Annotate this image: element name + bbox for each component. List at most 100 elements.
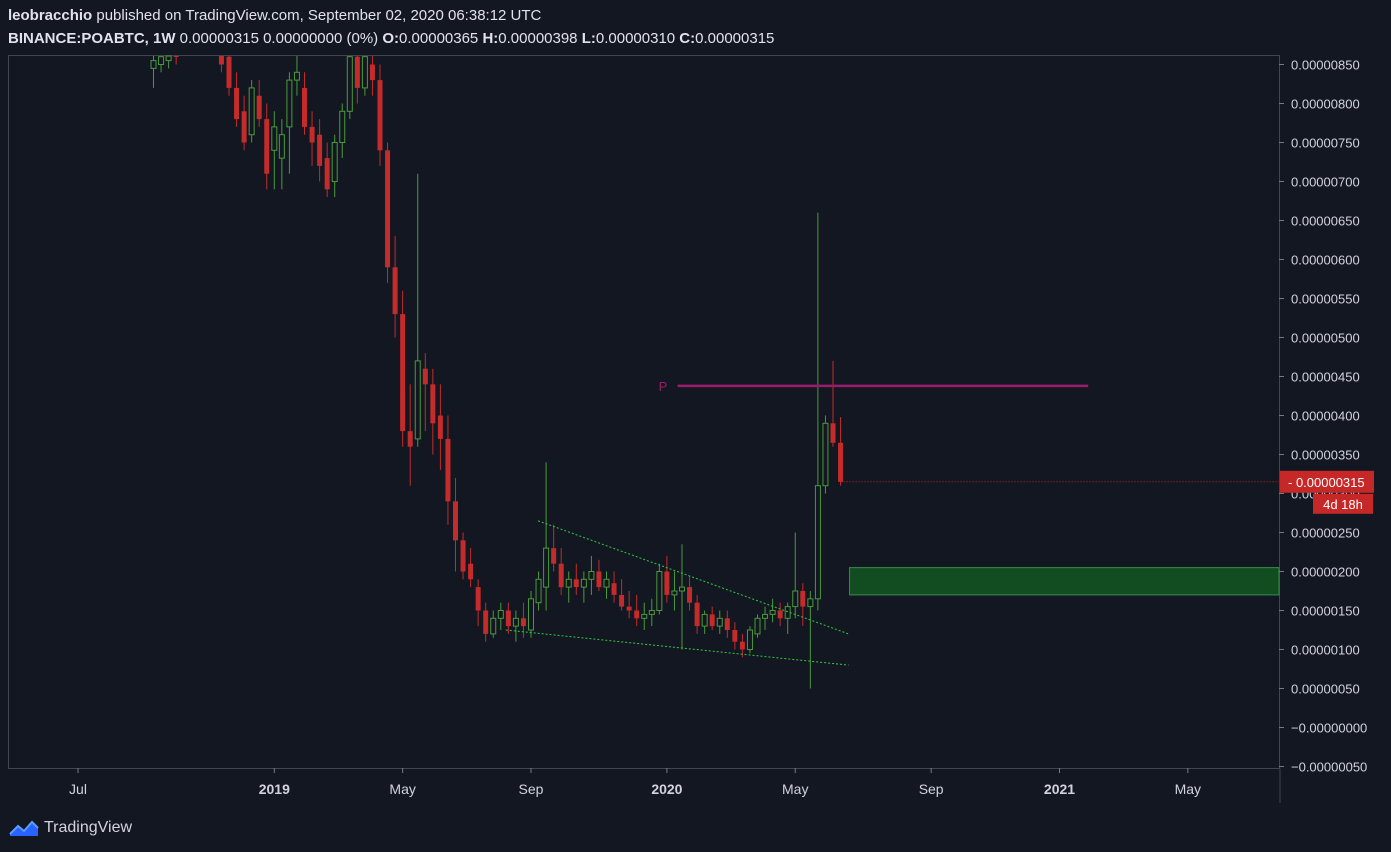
author-name[interactable]: leobracchio xyxy=(8,7,93,24)
candle-body xyxy=(385,150,391,268)
candle-body xyxy=(641,613,648,619)
candle-body xyxy=(687,587,693,603)
candle-body xyxy=(302,87,307,127)
candle-body xyxy=(293,71,300,81)
candle-body xyxy=(165,55,172,62)
candle-body xyxy=(400,314,406,432)
y-tick-label: 0.00000250 xyxy=(1291,526,1360,541)
wedge-lower-line[interactable] xyxy=(505,629,849,666)
candle-body xyxy=(762,613,769,619)
candle-body xyxy=(822,422,829,487)
candle-body xyxy=(369,64,375,81)
candle-body xyxy=(596,571,602,588)
candle-body xyxy=(830,423,836,443)
x-tick-label: Jul xyxy=(69,781,87,797)
x-tick-label: May xyxy=(389,781,415,797)
candle-body xyxy=(634,610,640,619)
countdown-tag xyxy=(1313,493,1373,514)
publish-text: published on TradingView.com, September … xyxy=(96,7,542,24)
candle-body xyxy=(800,591,806,607)
candle-body xyxy=(264,119,270,174)
x-tick-label: Sep xyxy=(919,781,944,797)
candle-body xyxy=(377,80,383,151)
y-tick-label: 0.00000700 xyxy=(1291,175,1360,190)
candle-body xyxy=(158,56,165,66)
candle-body xyxy=(732,630,738,642)
candle-body xyxy=(792,590,799,608)
candle-body xyxy=(324,158,330,190)
y-tick-label: 0.00000850 xyxy=(1291,58,1360,73)
x-tick-label: Sep xyxy=(519,781,544,797)
candle-body xyxy=(656,571,663,611)
candle-body xyxy=(838,442,844,482)
candle-body xyxy=(483,610,489,634)
y-tick-label: −0.00000050 xyxy=(1291,760,1367,775)
candle-body xyxy=(611,583,617,595)
candle-body xyxy=(437,415,443,439)
candle-body xyxy=(490,617,497,635)
candle-body xyxy=(535,578,542,604)
candle-body xyxy=(256,95,262,120)
candle-body xyxy=(150,60,157,69)
candle-body xyxy=(234,87,240,120)
candle-body xyxy=(777,610,783,619)
candle-body xyxy=(573,579,579,588)
candle-body xyxy=(331,142,338,182)
candle-body xyxy=(701,613,708,627)
candle-body xyxy=(709,614,715,627)
high-value: 0.00000398 xyxy=(498,30,578,47)
candle-body xyxy=(551,548,557,564)
last-price-tag[interactable] xyxy=(1280,470,1374,493)
candle-body xyxy=(422,368,428,385)
candle-body xyxy=(430,384,436,424)
candle-body xyxy=(558,563,564,588)
last-price-label: - 0.00000315 xyxy=(1288,475,1365,490)
candle-body xyxy=(679,586,685,592)
y-tick-label: 0.00000800 xyxy=(1291,97,1360,112)
x-tick-label: 2021 xyxy=(1044,781,1075,797)
y-tick-label: 0.00000550 xyxy=(1291,292,1360,307)
candle-body xyxy=(226,56,232,88)
publish-info: leobracchio published on TradingView.com… xyxy=(8,7,541,24)
low-label: L: xyxy=(581,30,596,47)
candle-body xyxy=(694,602,700,627)
tradingview-logo-icon xyxy=(9,820,39,836)
y-tick-label: 0.00000050 xyxy=(1291,682,1360,697)
candle-body xyxy=(445,438,451,502)
candle-body xyxy=(528,598,534,631)
y-tick-label: 0.00000600 xyxy=(1291,253,1360,268)
candle-body xyxy=(271,126,278,151)
candle-body xyxy=(414,360,421,440)
candle-body xyxy=(361,56,368,89)
y-tick-label: 0.00000750 xyxy=(1291,136,1360,151)
close-value: 0.00000315 xyxy=(695,30,775,47)
candle-body xyxy=(807,598,814,608)
wedge-upper-line[interactable] xyxy=(537,520,849,635)
x-tick-label: 2019 xyxy=(259,781,290,797)
ohlc-line: BINANCE:POABTC, 1W 0.00000315 0.00000000… xyxy=(8,30,774,47)
y-tick-label: 0.00000500 xyxy=(1291,331,1360,346)
candle-body xyxy=(278,134,285,159)
tradingview-footer[interactable]: TradingView xyxy=(8,818,132,838)
candle-body xyxy=(354,56,360,88)
y-tick-label: 0.00000200 xyxy=(1291,565,1360,580)
symbol-label[interactable]: BINANCE:POABTC, 1W xyxy=(8,30,176,47)
open-label: O: xyxy=(382,30,400,47)
candle-body xyxy=(309,126,315,143)
candle-body xyxy=(505,610,511,627)
candle-body xyxy=(769,610,776,615)
candle-body xyxy=(580,578,587,588)
x-tick-label: May xyxy=(1175,781,1201,797)
candle-body xyxy=(603,578,610,588)
candle-body xyxy=(671,590,678,596)
high-label: H: xyxy=(482,30,499,47)
candle-body xyxy=(626,606,632,611)
candle-body xyxy=(460,540,466,572)
candle-body xyxy=(475,587,481,611)
candle-body xyxy=(218,56,224,65)
low-value: 0.00000310 xyxy=(595,30,676,47)
x-tick-label: May xyxy=(782,781,808,797)
candle-body xyxy=(407,431,413,447)
candle-body xyxy=(724,618,730,630)
